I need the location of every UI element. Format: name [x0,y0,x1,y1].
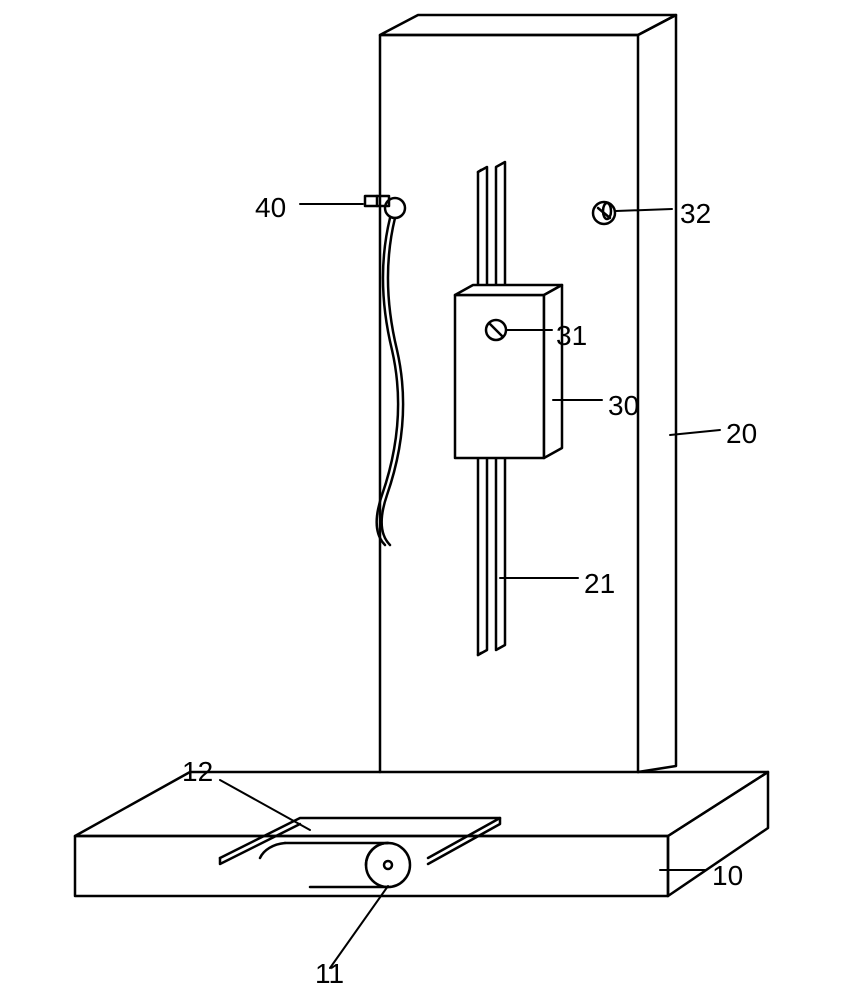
roller [260,843,410,887]
block [455,285,562,458]
label-21: 21 [584,568,615,600]
label-31: 31 [556,320,587,352]
pedal-plate [220,818,500,864]
label-10: 10 [712,860,743,892]
label-20: 20 [726,418,757,450]
label-32: 32 [680,198,711,230]
label-30: 30 [608,390,639,422]
technical-diagram [0,0,846,1000]
port-32 [593,202,615,224]
label-40: 40 [255,192,286,224]
label-12: 12 [182,756,213,788]
base-platform [75,772,768,896]
label-11: 11 [315,958,344,990]
nozzle-40 [365,196,405,545]
